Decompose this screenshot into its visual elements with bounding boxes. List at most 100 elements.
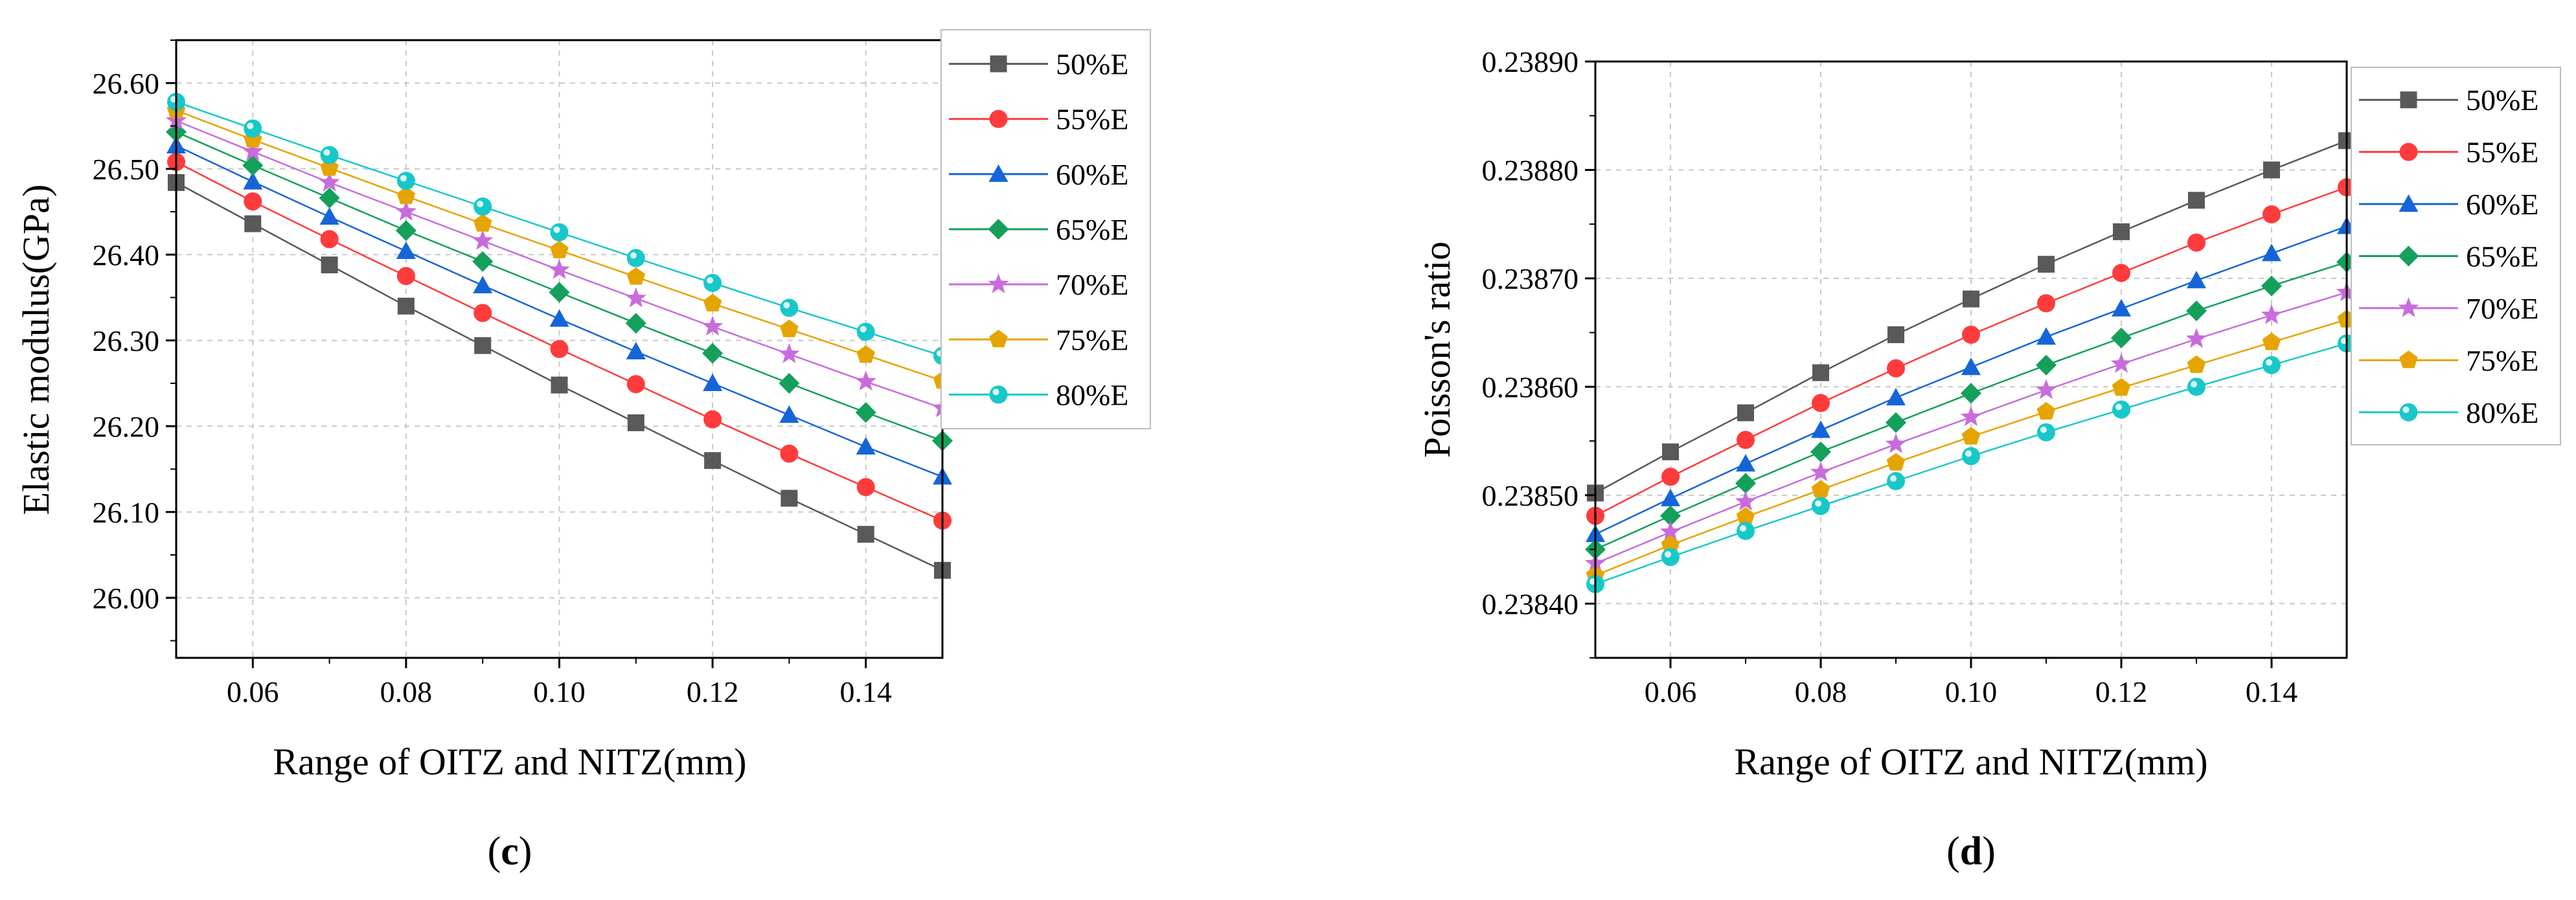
ticks-d: 0.06 0.08 0.10 0.12 0.14 0.23840 0.23850 0.2386… [1482, 45, 2298, 708]
x-tick-label-d-4: 0.14 [2246, 675, 2298, 708]
y-tick-label-d-0: 0.23840 [1482, 587, 1579, 620]
y-tick-label-c-2: 26.20 [93, 410, 160, 443]
x-tick-label-c-3: 0.12 [687, 675, 739, 708]
data-point-d-4-8 [2186, 328, 2207, 348]
data-point-c-2-2 [320, 207, 339, 225]
x-tick-label-d-2: 0.10 [1945, 675, 1998, 708]
legend-marker-c-6-highlight [993, 388, 999, 395]
data-point-d-5-8 [2187, 355, 2206, 373]
panel-d: 0.06 0.08 0.10 0.12 0.14 0.23840 0.23850 0.2386… [1416, 45, 2560, 873]
data-point-c-6-8 [780, 298, 798, 317]
data-point-d-2-9 [2262, 243, 2281, 261]
data-point-d-4-4 [1886, 433, 1906, 453]
data-point-c-3-8 [779, 373, 799, 394]
series-layer-d [1585, 132, 2357, 593]
x-axis-title-c: Range of OITZ and NITZ(mm) [273, 741, 746, 783]
legend-marker-d-0 [2400, 91, 2417, 108]
data-point-d-1-9 [2263, 205, 2281, 223]
data-point-c-2-9 [856, 437, 876, 455]
data-point-d-0-5 [1963, 291, 1979, 308]
y-tick-label-d-5: 0.23890 [1482, 45, 1579, 78]
data-point-d-2-6 [2036, 327, 2056, 344]
data-point-d-2-4 [1886, 388, 1906, 405]
panel-label-c: (c) [488, 829, 532, 873]
data-point-d-6-5-highlight [1965, 451, 1972, 457]
data-point-c-2-5 [550, 309, 569, 327]
data-point-d-6-7-highlight [2115, 404, 2122, 411]
data-point-c-4-4 [472, 230, 493, 250]
data-point-c-6-4 [473, 197, 492, 216]
data-point-d-3-3 [1810, 442, 1831, 462]
data-point-d-6-9-highlight [2266, 359, 2272, 366]
legend-marker-c-0 [990, 56, 1007, 73]
y-tick-label-c-5: 26.50 [93, 153, 160, 186]
data-point-c-6-1 [244, 119, 262, 137]
x-axis-title-d: Range of OITZ and NITZ(mm) [1734, 741, 2207, 783]
data-point-c-1-4 [473, 304, 492, 322]
legend-c: 50%E55%E60%E65%E70%E75%E80%E [941, 30, 1150, 429]
panel-label-d: (d) [1946, 829, 1996, 873]
data-point-c-5-5 [550, 241, 569, 258]
data-point-d-1-5 [1962, 326, 1980, 344]
figure: 0.06 0.08 0.10 0.12 0.1426.0026.1026.2026.30… [0, 0, 2576, 900]
data-point-c-6-7 [703, 274, 722, 292]
data-point-c-0-6 [628, 414, 644, 431]
data-point-c-3-1 [242, 155, 263, 175]
data-point-d-3-7 [2111, 328, 2132, 348]
legend-label-d-2: 60%E [2466, 188, 2538, 221]
legend-label-c-6: 80%E [1056, 378, 1128, 411]
data-point-c-4-5 [549, 259, 569, 279]
data-point-c-6-6-highlight [630, 253, 637, 259]
legend-label-d-1: 55%E [2466, 136, 2538, 169]
data-point-d-3-5 [1961, 383, 1981, 403]
data-point-c-6-3 [397, 172, 415, 190]
data-point-c-5-8 [780, 320, 799, 337]
data-point-d-6-8 [2187, 377, 2206, 396]
data-point-c-6-3-highlight [400, 175, 407, 181]
data-point-d-1-8 [2187, 234, 2206, 252]
data-point-c-4-9 [856, 370, 876, 390]
data-point-c-0-8 [781, 490, 797, 507]
data-point-d-0-8 [2188, 192, 2205, 208]
data-point-d-6-6 [2037, 423, 2055, 442]
data-point-d-5-9 [2263, 333, 2281, 350]
data-point-c-6-9-highlight [860, 326, 867, 333]
data-point-c-4-6 [626, 287, 646, 308]
data-point-c-6-2-highlight [324, 150, 330, 156]
x-tick-label-c-4: 0.14 [839, 675, 892, 708]
data-point-c-2-8 [779, 405, 799, 423]
data-point-d-6-1 [1661, 548, 1680, 566]
data-point-c-1-1 [244, 192, 262, 210]
data-point-d-3-9 [2261, 276, 2282, 297]
legend-label-d-5: 75%E [2466, 344, 2538, 377]
data-point-d-3-6 [2036, 355, 2057, 376]
data-point-c-1-3 [397, 267, 415, 285]
data-point-c-3-5 [549, 282, 570, 303]
y-axis-title-c: Elastic modulus(GPa) [15, 185, 57, 515]
data-point-d-1-6 [2037, 294, 2055, 312]
y-axis-title-d: Poisson's ratio [1416, 242, 1458, 458]
legend-marker-d-6-highlight [2403, 407, 2410, 413]
data-point-c-5-7 [703, 294, 722, 311]
y-tick-label-c-1: 26.10 [93, 496, 160, 529]
data-point-d-3-8 [2186, 300, 2207, 321]
data-point-d-2-8 [2187, 271, 2206, 288]
data-point-d-0-1 [1662, 444, 1679, 460]
data-point-d-3-4 [1886, 412, 1906, 433]
data-point-d-6-4-highlight [1890, 475, 1897, 482]
data-point-d-5-4 [1887, 453, 1906, 471]
legend-label-d-4: 70%E [2466, 292, 2538, 325]
data-point-c-5-6 [627, 267, 646, 285]
data-point-d-4-6 [2036, 379, 2057, 399]
data-point-d-5-3 [1812, 480, 1830, 497]
data-point-c-1-5 [551, 340, 569, 358]
data-point-d-2-1 [1661, 489, 1680, 506]
data-point-d-6-2-highlight [1740, 525, 1746, 532]
data-point-d-6-3 [1812, 497, 1830, 515]
data-point-c-3-9 [856, 402, 876, 423]
x-tick-label-d-1: 0.08 [1795, 675, 1847, 708]
data-point-c-2-6 [626, 342, 646, 359]
data-point-c-3-7 [702, 343, 723, 364]
data-point-d-2-2 [1736, 454, 1755, 471]
legend-marker-c-6 [990, 385, 1008, 403]
